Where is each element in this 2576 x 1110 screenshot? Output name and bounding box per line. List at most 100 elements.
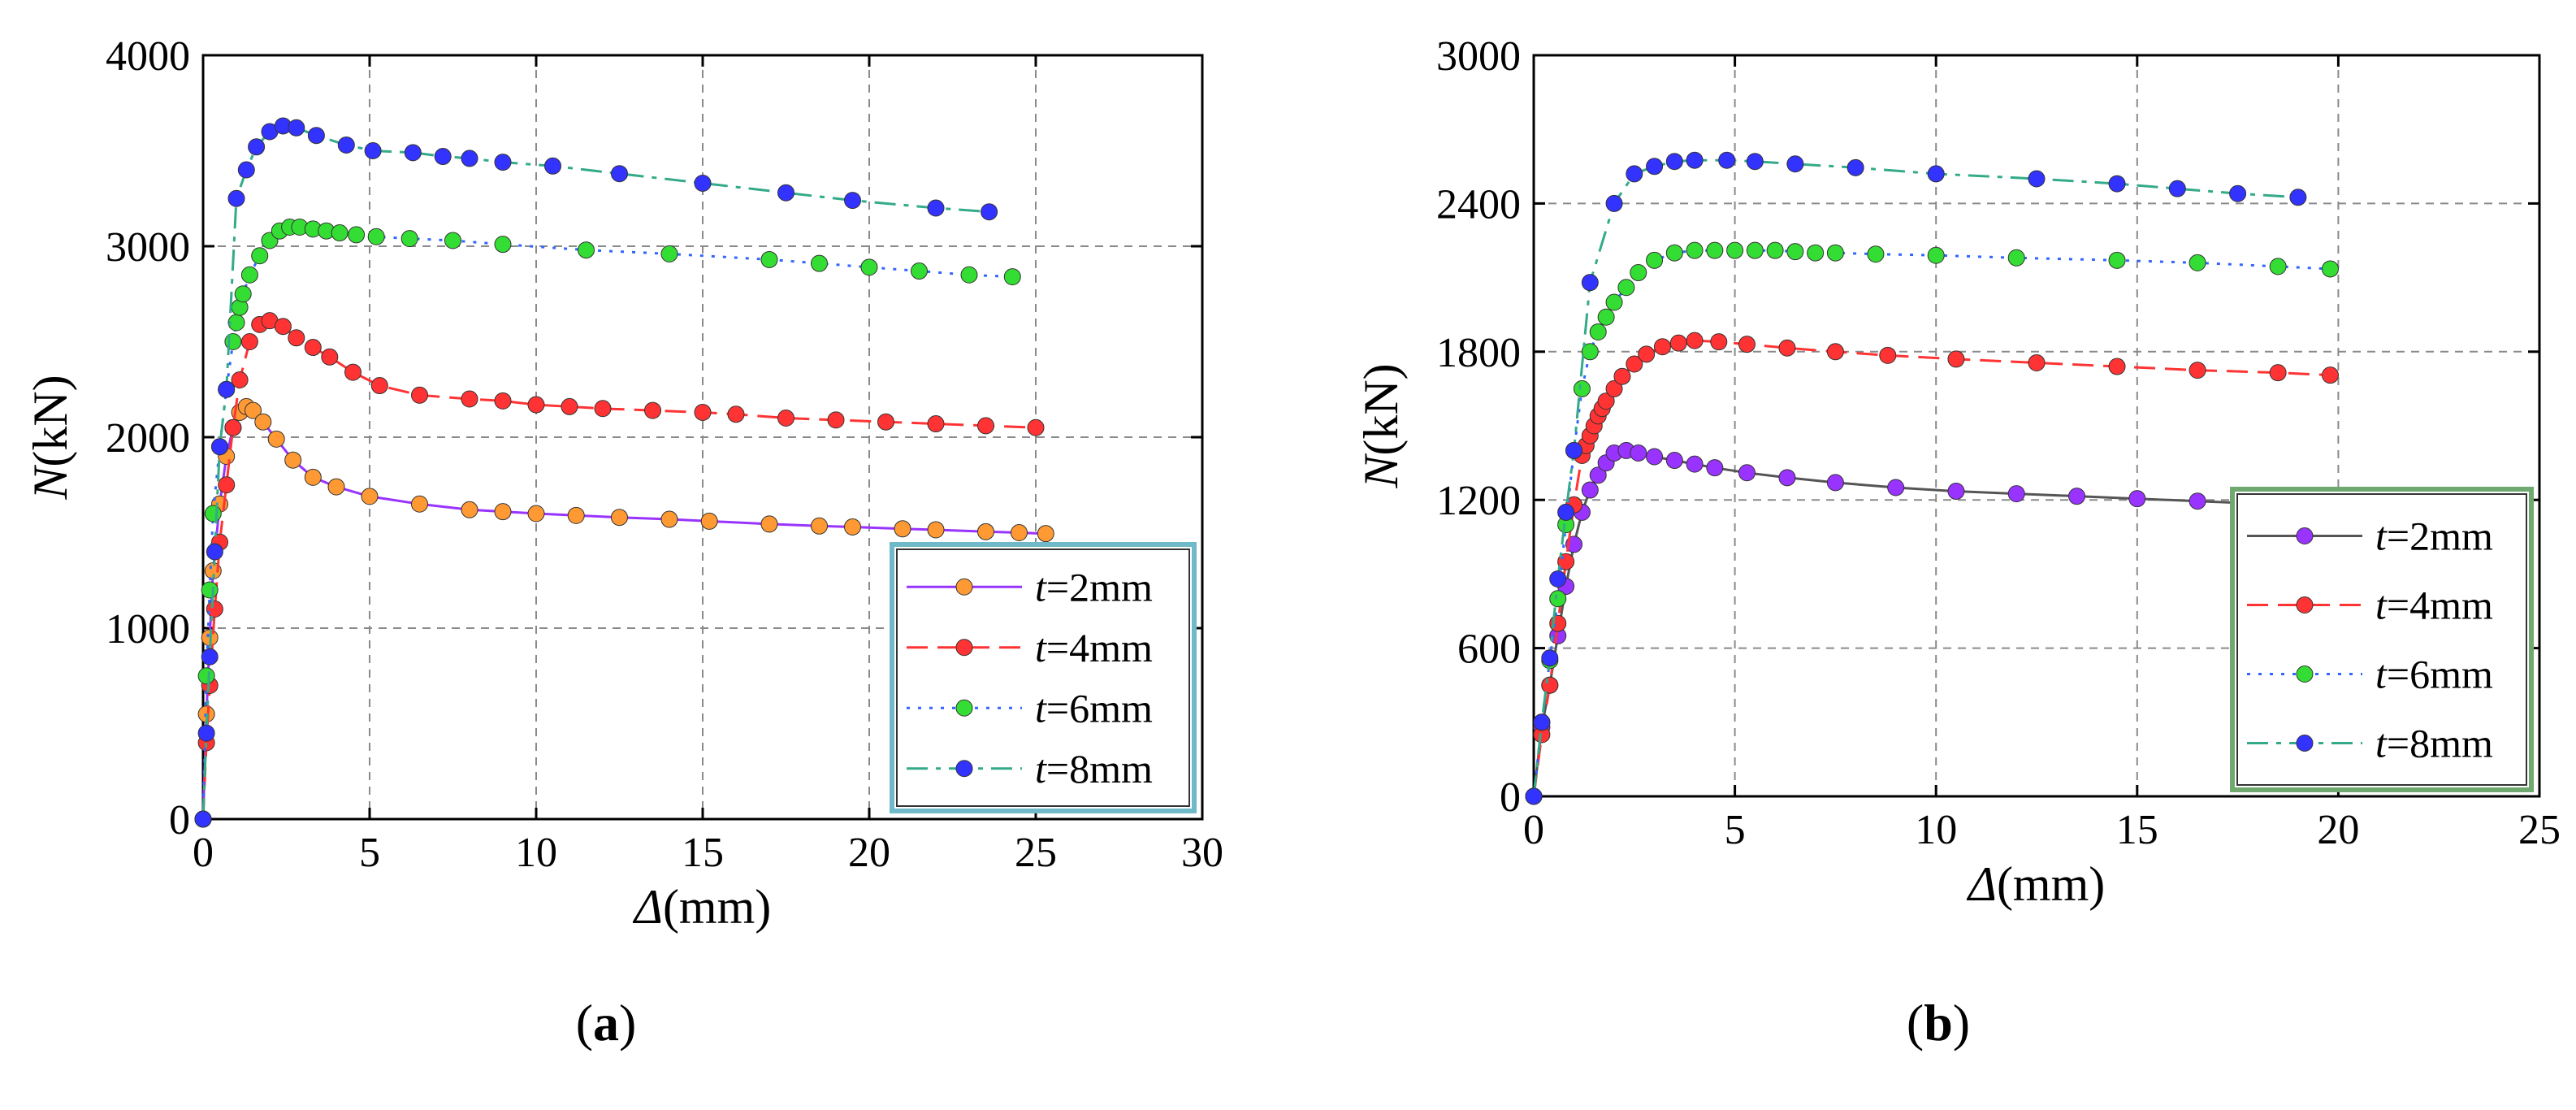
data-point: [321, 348, 339, 366]
data-point: [1581, 274, 1599, 292]
data-point: [2189, 254, 2206, 271]
data-point: [611, 165, 628, 183]
data-point: [245, 401, 262, 419]
data-point: [1581, 343, 1599, 361]
data-point: [1947, 350, 1965, 368]
data-point: [1826, 244, 1844, 262]
data-point: [237, 161, 255, 179]
data-point: [527, 505, 545, 522]
data-point: [288, 329, 305, 347]
data-point: [2229, 184, 2247, 202]
data-point: [1646, 448, 1664, 466]
series-line: [1532, 249, 2331, 797]
legend-frame: [890, 542, 1197, 813]
x-tick-label: 15: [682, 830, 724, 876]
data-point: [1589, 323, 1607, 340]
plot-frame: [1532, 54, 2541, 798]
data-point: [1630, 264, 1647, 282]
data-point: [1605, 293, 1623, 311]
legend-marker: [955, 578, 973, 596]
legend: t=2mm t=4mm t=6mm t=8mm: [2230, 487, 2534, 792]
data-point: [240, 266, 258, 284]
x-tick-label: 0: [193, 830, 214, 876]
data-point: [224, 333, 242, 350]
data-point: [494, 503, 512, 521]
y-tick-label: 2000: [106, 415, 190, 462]
data-point: [844, 518, 861, 535]
data-point: [327, 478, 345, 496]
legend-inner-frame: [896, 548, 1190, 807]
chart-panel-b: 0 5 10 15 20 25 0 600 1200 1800 2400 3000 Δ(mm) N(kN)…: [1354, 33, 2561, 1051]
data-point: [267, 430, 285, 448]
x-tick-label: 10: [515, 830, 557, 876]
data-point: [1605, 194, 1623, 212]
data-point: [1726, 241, 1744, 259]
data-point: [206, 543, 223, 561]
data-point: [2108, 251, 2126, 269]
data-point: [1686, 241, 1704, 259]
data-point: [1653, 338, 1671, 356]
data-point: [644, 401, 661, 419]
x-tick-label: 5: [359, 830, 380, 876]
series-line: [201, 124, 989, 820]
data-point: [284, 451, 302, 469]
data-point: [777, 184, 794, 202]
series-line: [1532, 158, 2298, 797]
data-point: [1557, 503, 1575, 521]
data-point: [1786, 155, 1804, 173]
data-point: [240, 333, 258, 350]
data-point: [1533, 713, 1551, 731]
data-point: [348, 226, 366, 244]
y-axis-title: N(kN): [24, 375, 77, 500]
legend-inner-frame: [2236, 493, 2527, 786]
data-point: [1927, 165, 1945, 183]
data-point: [1746, 241, 1764, 259]
data-point: [206, 601, 223, 618]
data-point: [494, 392, 512, 410]
data-point: [461, 390, 478, 408]
data-point: [1706, 459, 1724, 477]
data-point: [251, 247, 269, 265]
data-point: [981, 203, 998, 221]
data-point: [527, 396, 545, 414]
data-point: [1037, 525, 1054, 543]
y-tick-label: 0: [1500, 774, 1521, 821]
data-point: [1646, 158, 1664, 176]
data-point: [1665, 244, 1683, 262]
series-t8mm: [1525, 151, 2307, 805]
data-point: [760, 515, 778, 533]
legend-marker: [955, 699, 973, 717]
data-point: [694, 403, 712, 421]
data-point: [1927, 246, 1945, 264]
data-point: [2269, 258, 2287, 275]
data-point: [877, 413, 894, 431]
data-point: [361, 488, 379, 505]
legend-label: t=4mm: [2375, 583, 2493, 628]
legend-label: t=2mm: [1035, 564, 1153, 609]
data-point: [194, 810, 212, 828]
data-point: [1746, 153, 1764, 171]
data-point: [218, 380, 236, 398]
x-tick-label: 5: [1725, 807, 1746, 853]
data-point: [1738, 464, 1756, 482]
data-point: [1686, 455, 1704, 473]
data-point: [400, 230, 418, 248]
x-tick-label: 20: [2317, 807, 2359, 853]
data-point: [660, 245, 678, 262]
data-point: [411, 386, 428, 404]
legend-marker: [2296, 527, 2314, 544]
data-point: [1525, 787, 1543, 805]
data-point: [494, 154, 512, 171]
y-tick-label: 600: [1457, 627, 1521, 673]
data-point: [2007, 485, 2025, 503]
data-point: [1541, 649, 1559, 667]
data-point: [1710, 333, 1728, 351]
data-point: [444, 232, 461, 249]
data-point: [611, 509, 628, 527]
x-tick-label: 15: [2116, 807, 2158, 853]
data-point: [727, 405, 745, 423]
data-point: [1003, 268, 1021, 286]
data-point: [1630, 444, 1647, 462]
x-tick-label: 10: [1915, 807, 1957, 853]
